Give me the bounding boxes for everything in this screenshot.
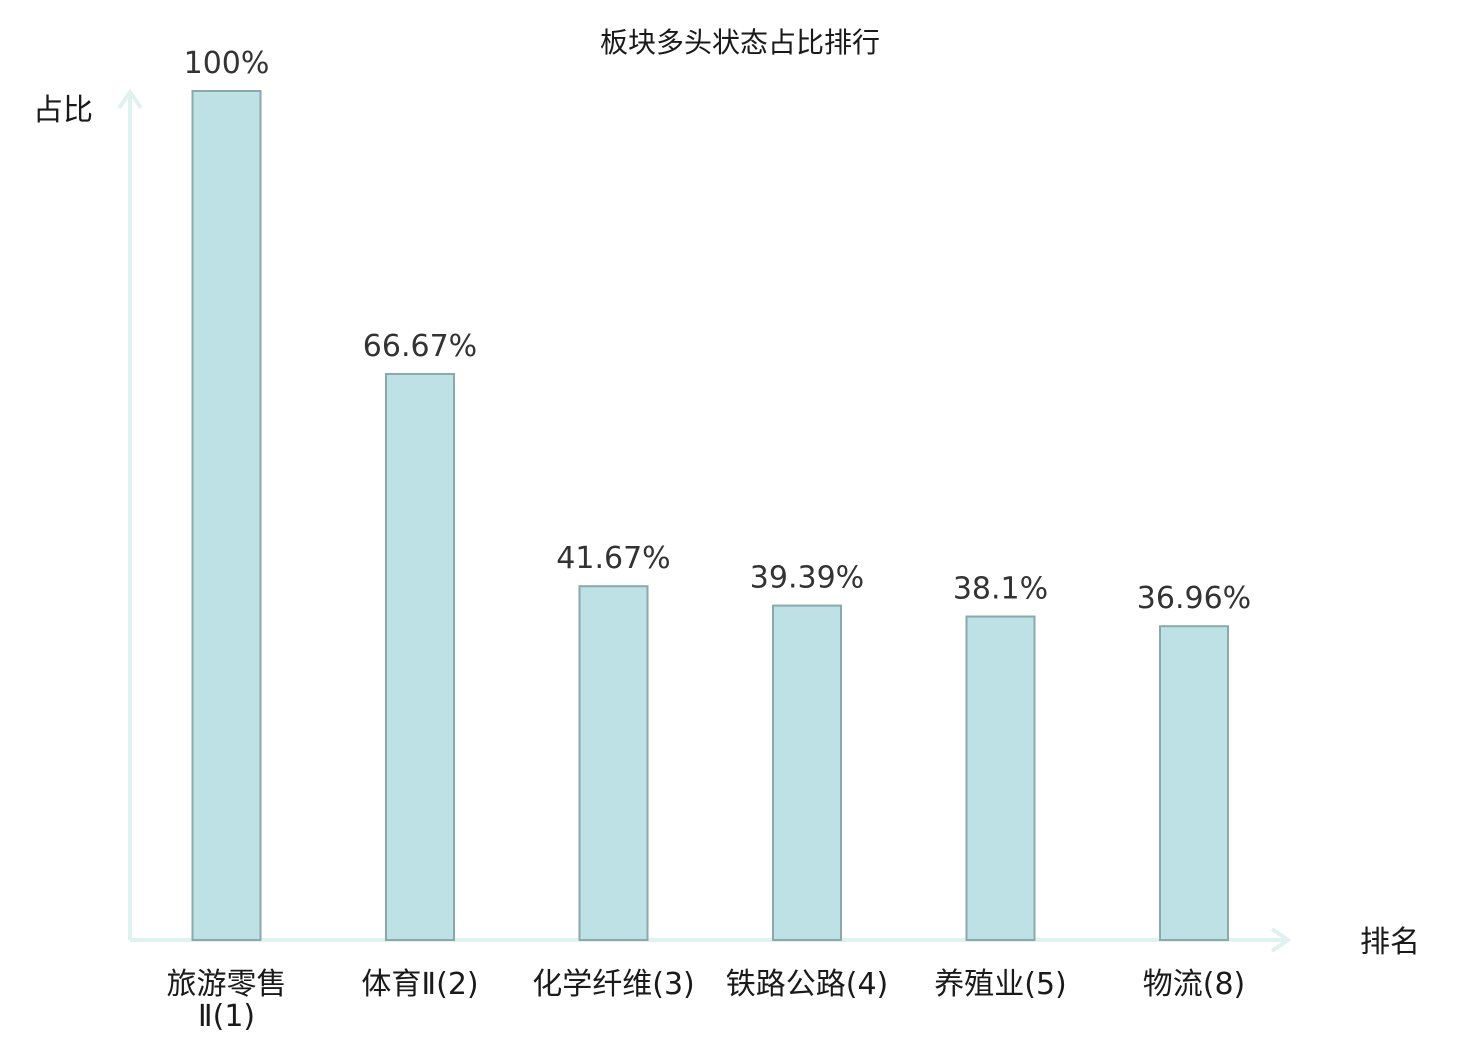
bar-value-label: 66.67% [363,329,477,364]
category-label: 旅游零售 Ⅱ(1) [167,967,287,1034]
category-name: 旅游零售 [167,967,287,1002]
category-name: 物流 [1143,967,1203,1002]
bar-value-label: 39.39% [750,561,864,596]
category-labels-group: 旅游零售 Ⅱ(1) 体育Ⅱ(2) 化学纤维(3) 铁路公路(4) 养殖业(5) 物流(8) [167,967,1246,1034]
y-axis-arrow [117,88,143,110]
bar [1159,625,1229,941]
category-label: 物流(8) [1143,967,1246,1002]
bar [385,372,455,942]
category-rank: (3) [652,967,695,1002]
category-rank: (8) [1203,967,1246,1002]
bars-group [191,90,1229,942]
category-rank: (5) [1024,967,1067,1002]
category-rank: Ⅱ(2) [421,967,478,1002]
category-label: 铁路公路(4) [726,967,889,1002]
x-axis-arrow [1270,927,1292,953]
bar-value-label: 36.96% [1137,581,1251,616]
category-label: 化学纤维(3) [532,967,695,1002]
category-name: 体育 [361,967,421,1002]
category-rank: (4) [846,967,889,1002]
category-name: 化学纤维 [532,967,652,1002]
bar [965,615,1036,941]
bar [578,585,649,941]
chart-title: 板块多头状态占比排行 [600,26,880,59]
category-label: 养殖业(5) [934,967,1067,1002]
y-axis-label: 占比 [33,93,93,128]
bar-value-label: 38.1% [953,572,1048,607]
x-axis [130,927,1292,953]
bar-value-label: 100% [184,46,270,81]
category-rank: Ⅱ(1) [198,999,255,1034]
category-name: 养殖业 [934,967,1024,1002]
category-label: 体育Ⅱ(2) [361,967,478,1002]
bar [191,90,262,941]
x-axis-label: 排名 [1360,925,1420,960]
value-labels-group: 100% 66.67% 41.67% 39.39% 38.1% 36.96% [184,46,1252,616]
y-axis [117,88,143,940]
category-name: 铁路公路 [726,967,846,1002]
bar-value-label: 41.67% [556,541,670,576]
bar [772,604,842,942]
